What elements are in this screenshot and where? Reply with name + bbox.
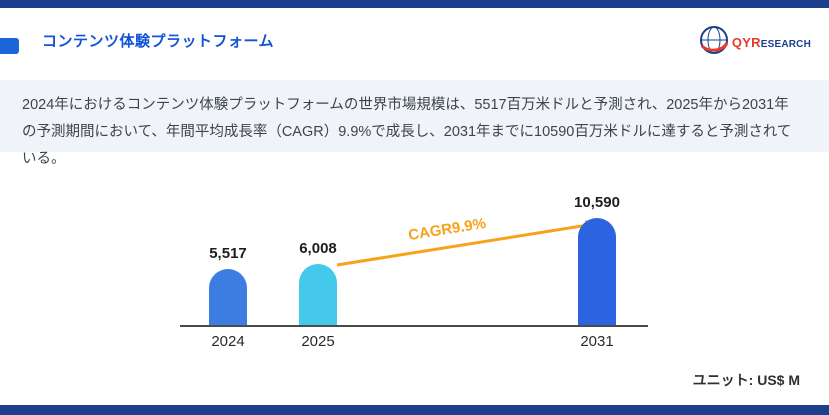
bar-value-label: 10,590 [574,194,620,211]
qyresearch-globe-icon [698,24,730,61]
x-axis-line [180,325,648,327]
summary-band: 2024年におけるコンテンツ体験プラットフォームの世界市場規模は、5517百万米… [0,80,829,167]
page-title: コンテンツ体験プラットフォーム [42,33,275,50]
unit-label: ユニット: US$ M [692,372,800,388]
qyresearch-logo: QYRESEARCH [698,24,811,61]
bar-value-label: 6,008 [299,240,337,257]
x-tick-label: 2031 [580,333,614,350]
bar-2025 [299,264,337,325]
x-tick-label: 2024 [211,333,245,350]
bottom-border-strip [0,405,829,415]
bar-2024 [209,269,247,325]
x-tick-label: 2025 [301,333,335,350]
cagr-arrow-icon [336,220,598,267]
bar-chart: CAGR9.9% 5,517 2024 6,008 2025 10,590 2031 [0,185,829,365]
logo-text: QYRESEARCH [731,35,811,50]
bar-2031 [578,218,616,325]
left-accent-tab [0,38,19,54]
bar-value-label: 5,517 [209,245,247,262]
market-summary-text: 2024年におけるコンテンツ体験プラットフォームの世界市場規模は、5517百万米… [22,97,792,167]
top-border-strip [0,0,829,8]
